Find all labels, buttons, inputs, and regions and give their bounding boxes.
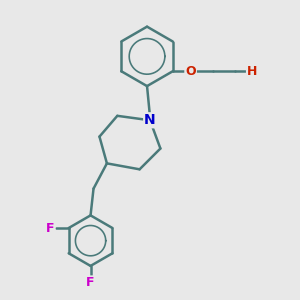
Text: F: F bbox=[86, 276, 95, 290]
Text: H: H bbox=[247, 65, 257, 78]
Text: O: O bbox=[185, 65, 196, 78]
Text: F: F bbox=[46, 221, 55, 235]
Text: N: N bbox=[144, 113, 156, 127]
